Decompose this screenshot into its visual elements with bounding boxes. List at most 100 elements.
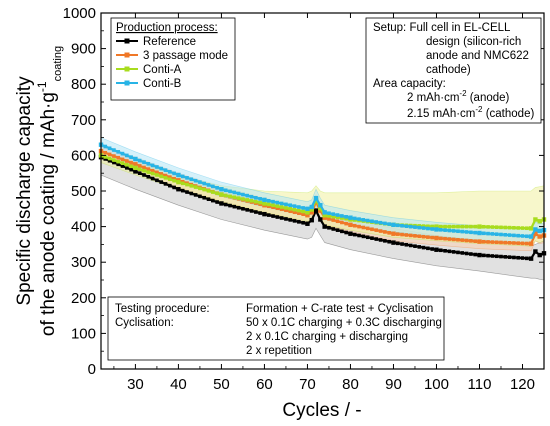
axis-ticks: 0 100 200 300 400 500 600 700 800 900 1000 30 40 50 60… [63, 5, 544, 393]
cycle-marker-3-passage-mode [383, 230, 387, 234]
testing-value-4: 2 x repetition [246, 345, 312, 357]
cycle-marker-3-passage-mode [400, 232, 404, 237]
cycle-marker-reference [266, 213, 271, 217]
cycle-marker-reference [232, 204, 237, 209]
y-tick-label: 0 [88, 361, 96, 378]
cycle-marker-reference [292, 219, 297, 223]
cycle-marker-reference [400, 242, 404, 246]
data-point-conti-a [176, 179, 181, 185]
cycle-marker-conti-b [107, 146, 112, 151]
data-point-conti-b [262, 197, 267, 203]
cycle-marker-reference [490, 254, 495, 258]
cycle-marker-conti-a [520, 226, 525, 230]
cycle-marker-conti-b [168, 169, 172, 174]
testing-procedure-box: Testing procedure: Formation + C-rate te… [107, 296, 445, 361]
cycle-marker-3-passage-mode [494, 240, 499, 245]
data-point-3-passage-mode [434, 235, 439, 241]
cycle-marker-reference [107, 158, 112, 163]
cycle-marker-conti-b [236, 191, 241, 196]
cycle-marker-conti-b [408, 224, 413, 229]
y-tick-label: 100 [71, 325, 96, 342]
cycle-marker-conti-a [275, 204, 280, 208]
cycle-marker-conti-b [456, 229, 460, 234]
cycle-marker-conti-b [284, 202, 288, 207]
cycle-marker-conti-a [129, 164, 133, 169]
cycle-marker-3-passage-mode [150, 168, 155, 173]
cycle-marker-conti-b [499, 232, 503, 237]
cycle-marker-conti-a [245, 198, 250, 202]
data-point-conti-b [133, 156, 138, 162]
cycle-marker-reference [189, 191, 194, 196]
data-point-reference [477, 252, 482, 258]
cycle-marker-reference [211, 198, 215, 203]
cycle-marker-conti-a [456, 224, 460, 229]
data-point-3-passage-mode [133, 162, 138, 167]
x-tick-label: 120 [510, 376, 535, 393]
cycle-marker-conti-b [374, 220, 379, 224]
cycle-marker-conti-b [163, 168, 168, 172]
cycle-marker-conti-b [378, 220, 383, 225]
cycle-marker-reference [438, 248, 443, 253]
cycle-marker-reference [185, 190, 189, 194]
cycle-marker-reference [116, 162, 121, 167]
cycle-marker-conti-a [211, 190, 215, 194]
cycle-marker-conti-a [258, 200, 262, 205]
data-point-3-passage-mode [348, 222, 353, 228]
cycle-marker-3-passage-mode [408, 233, 413, 238]
cycle-marker-3-passage-mode [340, 220, 344, 225]
data-point-reference [391, 240, 396, 245]
cycle-marker-reference [464, 251, 469, 256]
cycle-marker-conti-a [146, 170, 151, 174]
cycle-marker-3-passage-mode [271, 205, 275, 210]
cycle-marker-reference [494, 254, 499, 259]
cycle-marker-3-passage-mode [516, 241, 520, 245]
cycle-marker-3-passage-mode [116, 155, 121, 160]
cycle-marker-3-passage-mode [460, 238, 465, 242]
data-point-conti-a [305, 210, 310, 215]
cycle-marker-conti-b [206, 183, 211, 187]
cycle-marker-conti-b [413, 225, 417, 229]
cycle-marker-3-passage-mode [159, 172, 164, 176]
cycle-marker-reference [469, 252, 473, 256]
data-point-3-passage-mode [391, 231, 396, 236]
cycle-marker-reference [499, 254, 503, 259]
cycle-marker-conti-b [125, 153, 129, 158]
cycle-marker-conti-a [516, 226, 520, 230]
cycle-marker-conti-b [340, 214, 344, 218]
cycle-marker-conti-b [464, 230, 469, 234]
cycle-marker-conti-b [387, 222, 391, 226]
data-point-3-passage-mode [305, 213, 310, 218]
cycle-marker-reference [378, 238, 383, 242]
cycle-marker-conti-b [524, 234, 529, 239]
svg-text:Specific discharge capacity: Specific discharge capacity [14, 76, 35, 306]
cycle-marker-3-passage-mode [327, 217, 331, 221]
cycle-marker-3-passage-mode [413, 234, 417, 238]
data-point-conti-b [176, 172, 181, 178]
cycle-marker-3-passage-mode [512, 241, 516, 245]
cycle-marker-conti-b [142, 160, 146, 164]
y-axis-title-superscript: -1 [35, 81, 49, 92]
cycle-marker-reference [395, 241, 400, 246]
legend-marker-3-passage-mode [124, 52, 130, 58]
cycle-marker-conti-b [451, 229, 456, 233]
data-point-conti-b [477, 230, 482, 236]
cycle-marker-conti-b [103, 144, 108, 149]
data-point-reference [348, 231, 353, 236]
legend: Production process: Reference 3 passage m… [110, 17, 236, 101]
cycle-marker-conti-b [327, 211, 331, 216]
testing-value-2: 50 x 0.1C charging + 0.3C discharging [246, 317, 442, 329]
cycle-marker-conti-a [215, 191, 219, 196]
y-axis-title: Specific discharge capacity of the anode… [14, 46, 64, 336]
legend-marker-conti-b [124, 80, 130, 86]
setup-line-5: Area capacity: [373, 78, 446, 90]
cycle-marker-reference [387, 239, 391, 244]
x-tick-label: 50 [213, 376, 230, 393]
cycle-marker-conti-a [331, 214, 336, 219]
cycle-marker-conti-b [361, 218, 366, 222]
setup-line-4: cathode) [426, 64, 471, 76]
x-axis-title: Cycles / - [282, 400, 361, 421]
cycle-marker-reference [481, 253, 486, 258]
data-point-conti-a [477, 224, 482, 229]
data-point-conti-a [537, 219, 542, 224]
